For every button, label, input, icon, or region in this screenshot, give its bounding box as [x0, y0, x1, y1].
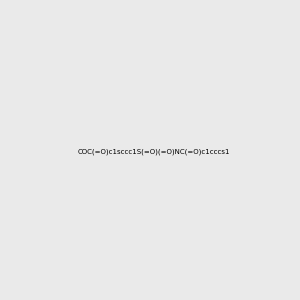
- Text: COC(=O)c1sccc1S(=O)(=O)NC(=O)c1cccs1: COC(=O)c1sccc1S(=O)(=O)NC(=O)c1cccs1: [77, 148, 230, 155]
